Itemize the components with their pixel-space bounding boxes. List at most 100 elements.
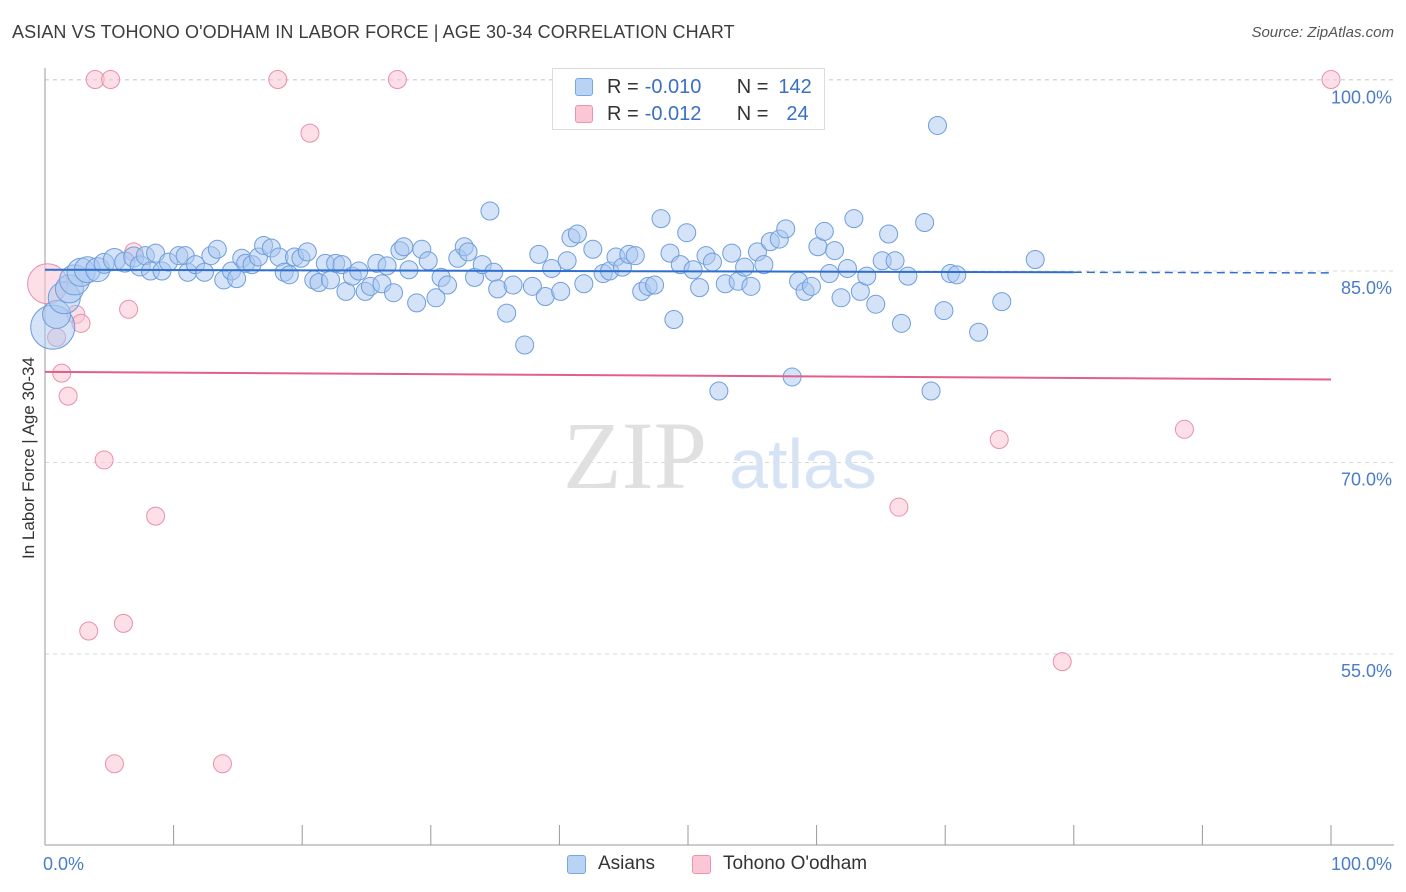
y-axis-label: In Labor Force | Age 30-34 [19, 357, 38, 559]
asian-point [969, 322, 989, 342]
asian-point [458, 242, 478, 262]
bottom-legend-asians: Asians [567, 851, 655, 877]
tohono-point [101, 70, 121, 89]
asian-point [645, 275, 665, 295]
tohono-point [113, 613, 133, 633]
asian-point [831, 288, 851, 308]
tohono-point [268, 70, 288, 89]
tohono-point [94, 450, 114, 470]
grid-lines [45, 79, 1393, 655]
asian-point [921, 381, 941, 401]
asian-point [702, 252, 722, 272]
tohono-point [79, 621, 99, 641]
asian-point [866, 294, 886, 314]
asian-point [1025, 250, 1045, 270]
asian-point [915, 212, 935, 232]
asian-point [407, 293, 427, 313]
asian-point [664, 310, 684, 330]
asian-point [503, 275, 523, 295]
asian-point [320, 270, 340, 290]
axes [44, 68, 1394, 846]
chart-title: ASIAN VS TOHONO O'ODHAM IN LABOR FORCE |… [12, 22, 735, 42]
asian-point [754, 255, 774, 275]
y-tick-label: 85.0% [1341, 278, 1392, 298]
asian-point [297, 242, 317, 262]
asian-point [567, 224, 587, 244]
asian-point [722, 243, 742, 263]
asian-point [885, 251, 905, 271]
asian-point [651, 209, 671, 229]
tohono-point [1174, 419, 1194, 439]
asian-trend-extension [1073, 271, 1332, 274]
asian-point [377, 256, 397, 276]
asian-point [857, 266, 877, 286]
asian-point [819, 264, 839, 284]
asian-point [557, 251, 577, 271]
legend-row-tohono: R = -0.012 N = 24 [575, 102, 809, 126]
asian-point [194, 262, 214, 282]
asian-point [709, 381, 729, 401]
asian-point [522, 276, 542, 296]
tohono-point [387, 70, 407, 89]
asian-point [825, 241, 845, 261]
watermark-zip: ZIP [563, 402, 707, 509]
watermark: ZIP atlas [563, 402, 877, 509]
tohono-point [889, 497, 909, 517]
bottom-legend-swatch-asians [567, 854, 586, 874]
asian-point [625, 246, 645, 266]
asian-point [801, 276, 821, 296]
source-label: Source: ZipAtlas.com [1251, 24, 1394, 41]
y-tick-label: 70.0% [1341, 470, 1392, 490]
asian-point [814, 221, 834, 241]
x-tick-label: 100.0% [1331, 854, 1392, 874]
asian-point [927, 115, 947, 135]
tohono-point [1321, 70, 1341, 89]
trend-lines [44, 268, 1332, 381]
tohono-point [1052, 652, 1072, 672]
asian-point [394, 237, 414, 257]
asian-point [207, 239, 227, 259]
legend-n-label: N = [736, 102, 769, 125]
stats-legend: R = -0.010 N = 142 R = -0.012 N = 24 [552, 68, 825, 130]
bottom-legend-label-asians: Asians [598, 853, 656, 874]
asian-point [677, 223, 697, 243]
asian-point [497, 303, 517, 323]
tohono-point [104, 754, 124, 774]
asian-point [529, 244, 549, 264]
bottom-legend-tohono: Tohono O'odham [692, 851, 867, 877]
legend-n-value: 142 [778, 75, 812, 98]
tohono-point [119, 299, 139, 319]
bottom-legend-label-tohono: Tohono O'odham [723, 853, 868, 874]
watermark-atlas: atlas [729, 425, 877, 503]
legend-r-label: R = [607, 102, 639, 125]
asian-trend-line [44, 268, 1074, 274]
asian-point [583, 239, 603, 259]
asian-point [426, 288, 446, 308]
asian-point [891, 313, 911, 333]
legend-n-label: N = [736, 75, 769, 98]
asian-point [735, 257, 755, 277]
tohono-point [989, 430, 1009, 450]
tohono-point [58, 386, 78, 406]
tohono-point [212, 754, 232, 774]
legend-r-value: -0.012 [644, 102, 702, 125]
legend-swatch-tohono [575, 105, 593, 123]
legend-r-label: R = [607, 75, 639, 98]
y-tick-label: 100.0% [1331, 88, 1392, 108]
asian-point [898, 266, 918, 286]
asian-point [480, 201, 500, 221]
tohono-trend-line [44, 370, 1332, 381]
asian-point [438, 275, 458, 295]
asian-point [947, 265, 967, 285]
tohono-point [300, 123, 320, 143]
bottom-legend-swatch-tohono [692, 854, 711, 874]
asian-point [741, 276, 761, 296]
tohono-point [52, 363, 72, 383]
series-asian-points [30, 115, 1045, 401]
x-tick-label: 0.0% [43, 854, 84, 874]
legend-row-asians: R = -0.010 N = 142 [575, 75, 812, 99]
asian-point [542, 258, 562, 278]
asian-point [551, 281, 571, 301]
axis-ticks: 100.0% 85.0% 70.0% 55.0% 0.0% 100.0% [43, 88, 1392, 875]
